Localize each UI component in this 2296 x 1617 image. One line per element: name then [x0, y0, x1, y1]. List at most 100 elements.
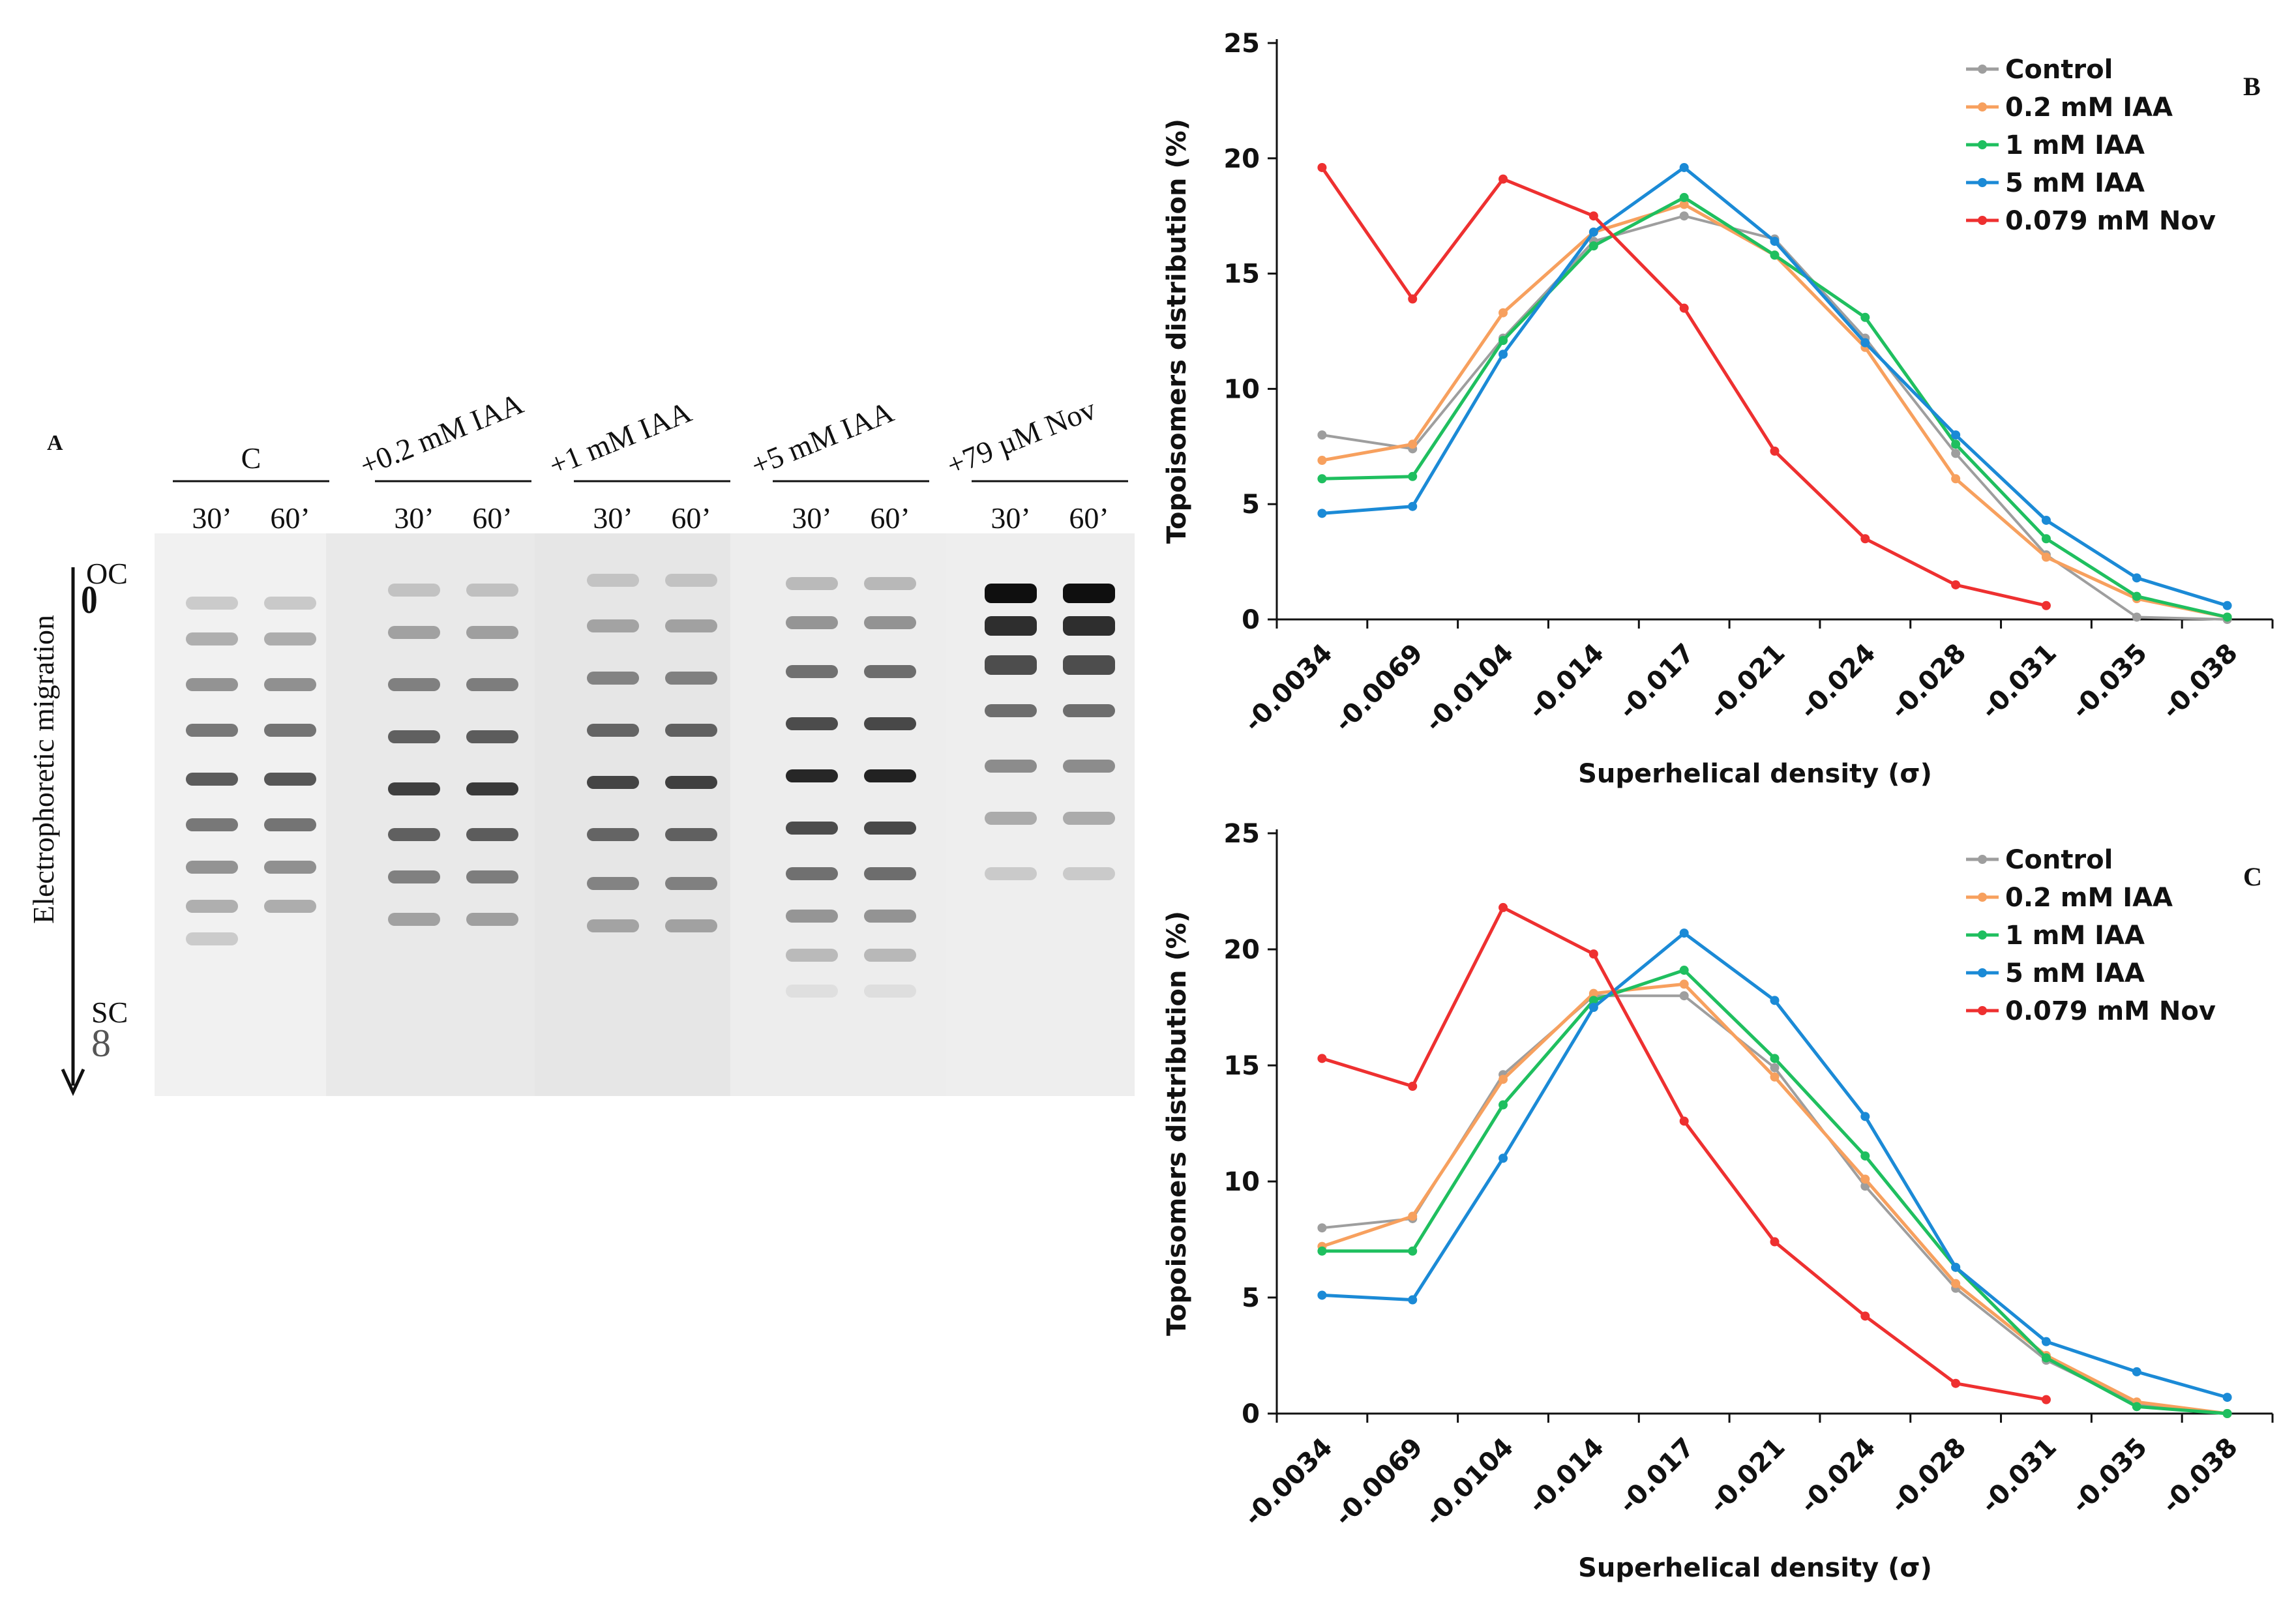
legend-entry: 1 mM IAA: [2005, 130, 2145, 160]
data-point: [1679, 303, 1689, 313]
x-tick-label: -0.028: [1885, 638, 1972, 726]
legend-entry: 0.079 mM Nov: [2005, 996, 2216, 1026]
data-point: [1588, 1003, 1598, 1012]
gel-band: [985, 616, 1037, 636]
data-point: [1951, 430, 1961, 440]
legend-entry: 0.2 mM IAA: [2005, 883, 2173, 913]
gel-band: [665, 672, 717, 685]
gel-band: [587, 672, 639, 685]
data-point: [1770, 446, 1780, 456]
legend-marker: [1978, 855, 1987, 864]
data-point: [2222, 601, 2232, 610]
data-point: [1317, 162, 1327, 172]
x-tick-label: -0.0104: [1420, 1432, 1519, 1532]
gel-band: [786, 665, 838, 678]
legend-entry: 0.2 mM IAA: [2005, 93, 2173, 123]
y-tick-label: 5: [1242, 1283, 1260, 1313]
gel-band: [864, 949, 916, 962]
gel-band: [985, 655, 1037, 675]
gel-band: [864, 665, 916, 678]
data-point: [1860, 312, 1870, 322]
gel-band: [1063, 760, 1115, 773]
legend-entry: Control: [2005, 845, 2113, 875]
gel-band: [388, 913, 440, 926]
x-tick-label: -0.038: [2156, 1432, 2244, 1520]
gel-band: [587, 776, 639, 789]
x-tick-label: -0.014: [1523, 1432, 1610, 1520]
lane-time-label: 60’: [270, 501, 310, 535]
x-tick-label: -0.014: [1523, 638, 1610, 726]
y-tick-label: 10: [1223, 1167, 1260, 1197]
data-point: [1770, 1063, 1780, 1073]
lane-time-label: 30’: [394, 501, 434, 535]
gel-band: [1063, 584, 1115, 603]
data-point: [1498, 1100, 1508, 1110]
data-point: [1951, 1262, 1961, 1272]
lane-time-label: 60’: [671, 501, 711, 535]
gel-band: [985, 812, 1037, 825]
data-point: [2041, 1395, 2051, 1404]
gel-band: [665, 877, 717, 890]
data-point: [1770, 1072, 1780, 1082]
data-point: [2222, 1393, 2232, 1402]
gel-band: [985, 584, 1037, 603]
gel-headers: C 30’ 60’ +0.2 mM IAA 30’ 60’ +1 mM IAA 30’ 60’ +…: [173, 387, 1128, 535]
data-point: [2041, 1353, 2051, 1363]
data-point: [1770, 1054, 1780, 1063]
lane-time-label: 30’: [192, 501, 231, 535]
data-point: [1679, 1116, 1689, 1126]
panel-a-gel: A C 30’ 60’ +0.2 mM IAA 30’ 60’ +1 mM IAA 30’ 60…: [27, 387, 1135, 1097]
gel-band: [388, 730, 440, 743]
gel-band: [466, 782, 518, 795]
y-axis-title: Topoisomers distribution (%): [1162, 119, 1192, 544]
gel-band: [264, 861, 316, 874]
gel-band: [186, 818, 238, 831]
gel-band: [1063, 812, 1115, 825]
gel-band: [466, 828, 518, 841]
lane-time-label: 60’: [472, 501, 512, 535]
data-point: [1679, 200, 1689, 209]
y-tick-label: 10: [1223, 374, 1260, 404]
gel-band: [186, 724, 238, 737]
x-tick-label: -0.021: [1704, 1432, 1791, 1520]
gel-band: [786, 577, 838, 590]
gel-band: [665, 828, 717, 841]
gel-band: [264, 773, 316, 786]
legend-entry: 5 mM IAA: [2005, 958, 2145, 988]
legend-marker: [1978, 1006, 1987, 1015]
data-point: [1679, 162, 1689, 172]
gel-band: [466, 870, 518, 883]
gel-band: [264, 678, 316, 691]
gel-band: [786, 949, 838, 962]
data-point: [1588, 211, 1598, 221]
data-point: [1498, 349, 1508, 359]
lane-group-title: +1 mM IAA: [544, 395, 696, 482]
data-point: [1679, 966, 1689, 975]
gel-band: [388, 870, 440, 883]
gel-band: [786, 769, 838, 782]
gel-band: [264, 632, 316, 645]
gel-band: [985, 704, 1037, 717]
gel-band: [264, 724, 316, 737]
legend-marker: [1978, 65, 1987, 74]
y-tick-label: 0: [1242, 605, 1260, 635]
gel-band: [587, 619, 639, 632]
gel-band: [186, 597, 238, 610]
data-point: [1498, 1075, 1508, 1084]
open-circle-icon: 0: [81, 578, 98, 622]
gel-band: [388, 828, 440, 841]
data-point: [1317, 509, 1327, 518]
lane-time-label: 60’: [870, 501, 910, 535]
gel-band: [466, 730, 518, 743]
data-point: [1317, 474, 1327, 484]
x-tick-label: -0.017: [1613, 1432, 1701, 1520]
x-tick-label: -0.0034: [1238, 638, 1338, 738]
data-point: [1498, 336, 1508, 346]
x-tick-label: -0.0104: [1420, 638, 1519, 738]
x-tick-label: -0.031: [1975, 638, 2063, 726]
gel-band: [186, 900, 238, 913]
data-point: [1317, 1054, 1327, 1063]
data-point: [1679, 928, 1689, 938]
data-point: [1408, 1295, 1418, 1305]
